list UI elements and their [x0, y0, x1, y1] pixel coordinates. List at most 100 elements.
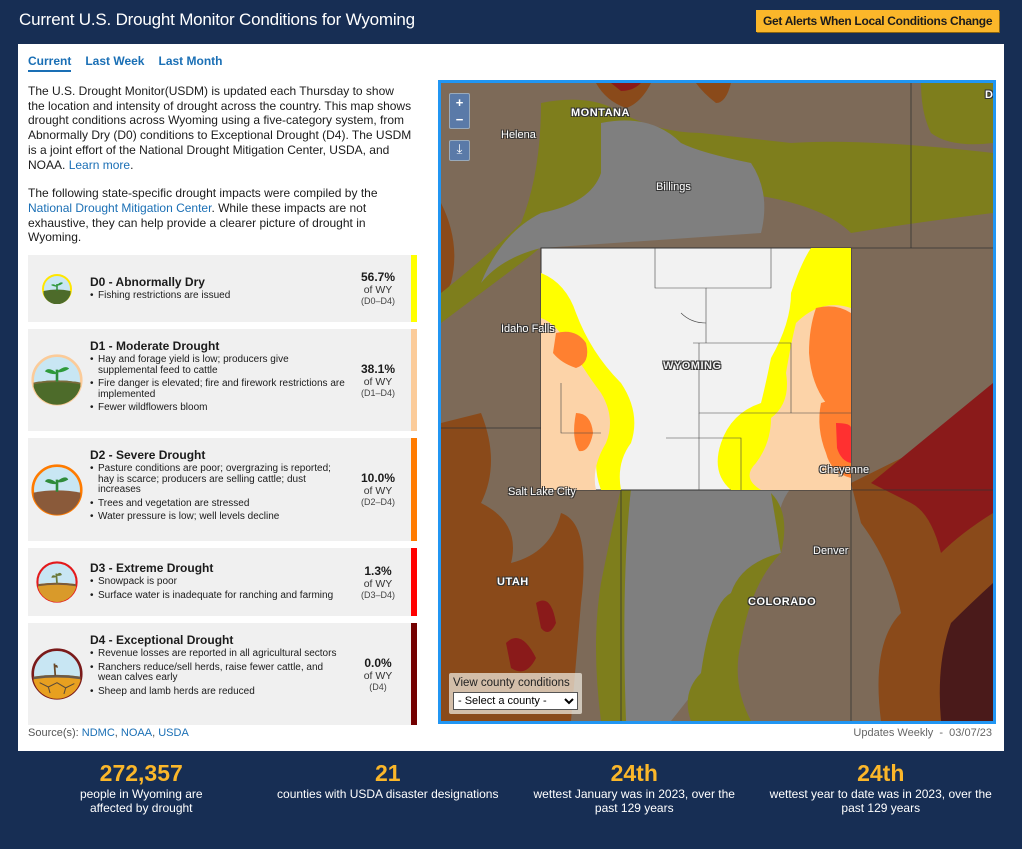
plant-exceptional-icon [31, 648, 83, 700]
impact-item: Fire danger is elevated; fire and firewo… [90, 378, 345, 400]
label-montana: MONTANA [571, 107, 630, 119]
category-card-d0: D0 - Abnormally Dry Fishing restrictions… [28, 255, 417, 322]
stat-value: 24th [857, 760, 905, 786]
label-wyoming: WYOMING [663, 360, 722, 372]
stat-wettest-ytd: 24th wettest year to date was in 2023, o… [761, 760, 1001, 815]
state-boundaries [441, 83, 993, 721]
stat-description: wettest January was in 2023, over the pa… [533, 787, 735, 815]
zoom-out-button[interactable]: − [455, 112, 464, 127]
zoom-control: + − [449, 93, 470, 129]
label-idaho-falls: Idaho Falls [501, 323, 555, 335]
source-label: Source(s): [28, 727, 82, 739]
intro-text-2: The following state-specific drought imp… [28, 186, 378, 201]
stat-description: counties with USDA disaster designations [277, 787, 499, 801]
map-region-d2-montana [596, 83, 651, 108]
percent-of: of WY [363, 669, 393, 682]
learn-more-link[interactable]: Learn more [68, 157, 131, 172]
page-title: Current U.S. Drought Monitor Conditions … [19, 10, 415, 29]
category-card-d2: D2 - Severe Drought Pasture conditions a… [28, 438, 417, 541]
percent-value: 10.0% [360, 471, 396, 485]
drought-category-list: D0 - Abnormally Dry Fishing restrictions… [28, 255, 417, 732]
map-region-d2-montana-2 [696, 83, 731, 103]
impact-item: Revenue losses are reported in all agric… [90, 648, 345, 660]
stat-wettest-january: 24th wettest January was in 2023, over t… [514, 760, 754, 815]
download-button[interactable]: ⤓ [449, 140, 470, 161]
category-percent: 56.7% of WY (D0–D4) [353, 255, 403, 322]
wy-d3-east [836, 423, 851, 463]
wy-d1-west [541, 318, 610, 490]
category-card-d1: D1 - Moderate Drought Hay and forage yie… [28, 329, 417, 431]
map-region-d3-utah-2 [506, 638, 536, 672]
header: Current U.S. Drought Monitor Conditions … [0, 0, 1022, 44]
map-region-d4-east [939, 583, 993, 721]
label-salt-lake-city: Salt Lake City [508, 486, 576, 498]
main-panel: Current Last Week Last Month The U.S. Dr… [18, 44, 1004, 751]
county-boundaries [560, 248, 851, 490]
category-percent: 1.3% of WY (D3–D4) [353, 548, 403, 616]
map-region-d3-east [871, 383, 993, 553]
stat-counties: 21 counties with USDA disaster designati… [268, 760, 508, 815]
percent-value: 1.3% [364, 563, 392, 578]
label-cheyenne: Cheyenne [819, 464, 870, 476]
drought-map[interactable]: + − ⤓ MONTANA Helena Billings Idaho Fall… [438, 80, 996, 724]
map-region-d2-utah [441, 413, 584, 721]
stat-value: 21 [374, 760, 401, 786]
percent-of: of WY [363, 485, 393, 497]
intro-paragraph-2: The following state-specific drought imp… [28, 186, 413, 245]
label-denver: Denver [813, 545, 849, 557]
category-title: D2 - Severe Drought [90, 448, 206, 462]
label-helena: Helena [501, 129, 536, 141]
category-percent: 10.0% of WY (D2–D4) [353, 438, 403, 541]
impact-item: Pasture conditions are poor; overgrazing… [90, 463, 345, 496]
tab-last-month[interactable]: Last Month [158, 54, 223, 68]
map-region-d3-utah-1 [536, 600, 556, 632]
map-region-none-montana [481, 120, 765, 283]
percent-range: (D0–D4) [360, 296, 395, 306]
category-card-d4: D4 - Exceptional Drought Revenue losses … [28, 623, 417, 725]
percent-value: 0.0% [364, 655, 392, 670]
get-alerts-button[interactable]: Get Alerts When Local Conditions Change [756, 10, 1000, 32]
impact-item: Fishing restrictions are issued [90, 290, 345, 302]
label-edge: D [985, 89, 994, 101]
map-canvas[interactable] [441, 83, 993, 721]
county-selector-label: View county conditions [453, 677, 570, 689]
intro-text-2-end: . While these impacts are not exhaustive… [28, 200, 367, 245]
impact-item: Trees and vegetation are stressed [90, 498, 345, 510]
percent-range: (D3–D4) [360, 589, 395, 600]
wy-d2-east [809, 306, 851, 423]
category-percent: 0.0% of WY (D4) [353, 623, 403, 725]
percent-of: of WY [363, 577, 393, 590]
impact-item: Ranchers reduce/sell herds, raise fewer … [90, 662, 345, 684]
intro-paragraph-1: The U.S. Drought Monitor(USDM) is update… [28, 84, 413, 172]
map-region-d2-colorado-spot [889, 641, 911, 659]
impact-item: Hay and forage yield is low; producers g… [90, 354, 345, 376]
intro-text-1-end: . [130, 157, 134, 172]
category-card-d3: D3 - Extreme Drought Snowpack is poor Su… [28, 548, 417, 616]
tab-current[interactable]: Current [28, 54, 72, 72]
impact-item: Water pressure is low; well levels decli… [90, 511, 345, 523]
tabs: Current Last Week Last Month [28, 54, 222, 72]
plant-moderate-icon [31, 354, 83, 406]
percent-of: of WY [363, 284, 393, 296]
intro-text: The U.S. Drought Monitor(USDM) is update… [28, 84, 413, 259]
percent-range: (D1–D4) [360, 387, 395, 398]
county-selector-box: View county conditions - Select a county… [449, 673, 582, 714]
source-link-usda[interactable]: USDA [158, 727, 189, 739]
source-link-noaa[interactable]: NOAA [120, 727, 153, 739]
stat-people-affected: 272,357 people in Wyoming are affected b… [21, 760, 261, 815]
plant-extreme-icon [36, 561, 78, 603]
source-link-ndmc[interactable]: NDMC [81, 727, 115, 739]
county-select[interactable]: - Select a county - [453, 692, 578, 710]
category-title: D1 - Moderate Drought [90, 339, 220, 353]
ndmc-link[interactable]: National Drought Mitigation Center [28, 200, 212, 215]
stats-bar: 272,357 people in Wyoming are affected b… [0, 760, 1022, 815]
plant-severe-icon [31, 463, 83, 516]
label-utah: UTAH [497, 576, 529, 588]
tab-last-week[interactable]: Last Week [85, 54, 145, 68]
impact-item: Snowpack is poor [90, 576, 345, 588]
category-title: D4 - Exceptional Drought [90, 633, 234, 647]
zoom-in-button[interactable]: + [455, 95, 464, 110]
impact-item: Surface water is inadequate for ranching… [90, 590, 345, 602]
percent-value: 38.1% [360, 361, 396, 376]
stat-description: people in Wyoming are affected by drough… [79, 787, 203, 815]
